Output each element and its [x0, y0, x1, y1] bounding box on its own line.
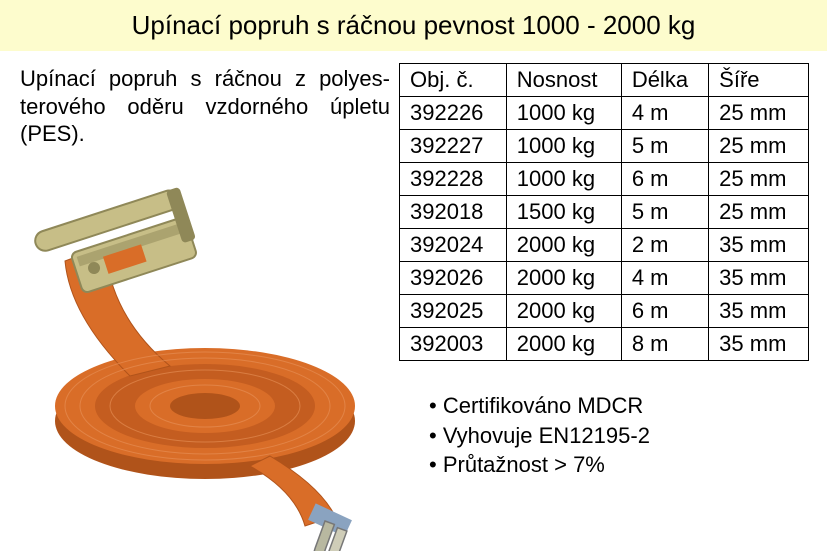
table-cell: 1000 kg — [506, 163, 621, 196]
col-delka: Délka — [621, 64, 708, 97]
col-objc: Obj. č. — [400, 64, 507, 97]
description-text: Upínací popruh s ráčnou z polyes­terovéh… — [20, 65, 390, 148]
table-cell: 4 m — [621, 262, 708, 295]
table-cell: 2 m — [621, 229, 708, 262]
table-cell: 8 m — [621, 328, 708, 361]
table-header-row: Obj. č. Nosnost Délka Šíře — [400, 64, 809, 97]
table-cell: 35 mm — [709, 295, 809, 328]
table-row: 3920242000 kg2 m35 mm — [400, 229, 809, 262]
table-cell: 25 mm — [709, 97, 809, 130]
table-cell: 392026 — [400, 262, 507, 295]
page-title: Upínací popruh s ráčnou pevnost 1000 - 2… — [0, 0, 827, 51]
table-cell: 25 mm — [709, 163, 809, 196]
spec-table-container: Obj. č. Nosnost Délka Šíře 3922261000 kg… — [399, 63, 809, 361]
table-cell: 2000 kg — [506, 328, 621, 361]
spec-table: Obj. č. Nosnost Délka Šíře 3922261000 kg… — [399, 63, 809, 361]
table-cell: 1000 kg — [506, 130, 621, 163]
table-cell: 2000 kg — [506, 262, 621, 295]
col-sire: Šíře — [709, 64, 809, 97]
table-row: 3922261000 kg4 m25 mm — [400, 97, 809, 130]
table-cell: 2000 kg — [506, 295, 621, 328]
col-nosnost: Nosnost — [506, 64, 621, 97]
table-cell: 5 m — [621, 130, 708, 163]
product-illustration — [10, 166, 410, 551]
table-cell: 6 m — [621, 295, 708, 328]
table-cell: 392227 — [400, 130, 507, 163]
table-cell: 6 m — [621, 163, 708, 196]
table-cell: 5 m — [621, 196, 708, 229]
bullet-item: Certifikováno MDCR — [429, 391, 809, 421]
table-cell: 35 mm — [709, 229, 809, 262]
table-cell: 392025 — [400, 295, 507, 328]
bullet-list: Certifikováno MDCR Vyhovuje EN12195-2 Pr… — [429, 391, 809, 480]
table-cell: 25 mm — [709, 130, 809, 163]
table-cell: 4 m — [621, 97, 708, 130]
bullet-item: Průtažnost > 7% — [429, 450, 809, 480]
table-cell: 392228 — [400, 163, 507, 196]
table-row: 3920252000 kg6 m35 mm — [400, 295, 809, 328]
table-cell: 392018 — [400, 196, 507, 229]
table-cell: 2000 kg — [506, 229, 621, 262]
table-row: 3920032000 kg8 m35 mm — [400, 328, 809, 361]
bullet-item: Vyhovuje EN12195-2 — [429, 421, 809, 451]
table-row: 3922281000 kg6 m25 mm — [400, 163, 809, 196]
table-cell: 1500 kg — [506, 196, 621, 229]
table-cell: 25 mm — [709, 196, 809, 229]
table-cell: 35 mm — [709, 328, 809, 361]
table-row: 3920181500 kg5 m25 mm — [400, 196, 809, 229]
table-row: 3920262000 kg4 m35 mm — [400, 262, 809, 295]
table-cell: 35 mm — [709, 262, 809, 295]
table-row: 3922271000 kg5 m25 mm — [400, 130, 809, 163]
table-cell: 392024 — [400, 229, 507, 262]
table-cell: 1000 kg — [506, 97, 621, 130]
table-cell: 392226 — [400, 97, 507, 130]
table-cell: 392003 — [400, 328, 507, 361]
content-area: Upínací popruh s ráčnou z polyes­terovéh… — [0, 51, 827, 552]
